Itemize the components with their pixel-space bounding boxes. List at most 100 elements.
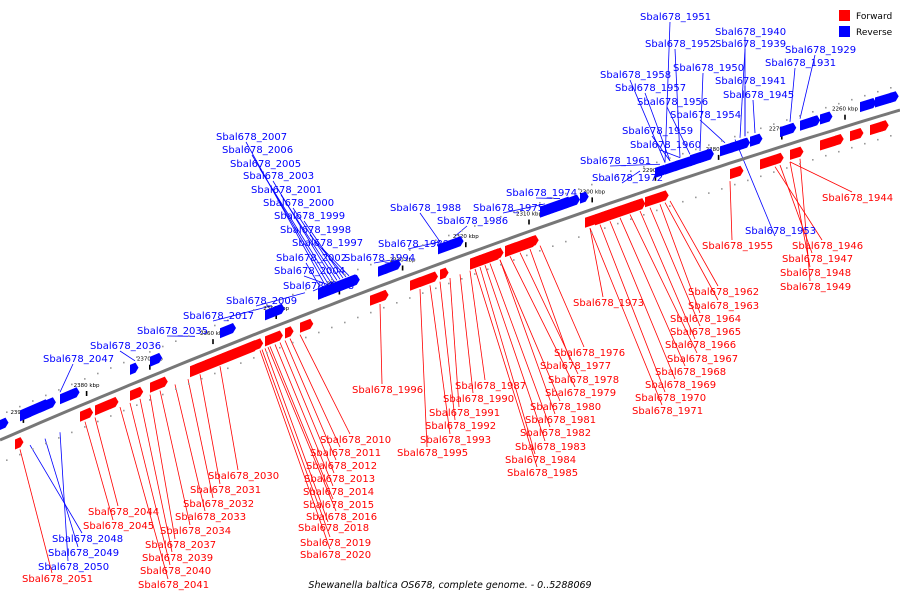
gene-label[interactable]: Sbal678_1940 <box>715 27 786 38</box>
gene-label[interactable]: Sbal678_2009 <box>226 296 297 307</box>
gene-label[interactable]: Sbal678_1931 <box>765 58 836 69</box>
gene-label[interactable]: Sbal678_1981 <box>525 415 596 426</box>
gene-label[interactable]: Sbal678_1992 <box>425 421 496 432</box>
reverse-gene-arrow[interactable] <box>60 387 80 405</box>
gene-label[interactable]: Sbal678_1980 <box>530 402 601 413</box>
forward-gene-arrow[interactable] <box>820 135 839 151</box>
forward-gene-arrow[interactable] <box>150 376 168 393</box>
forward-gene-arrow[interactable] <box>850 128 864 142</box>
gene-label[interactable]: Sbal678_1975 <box>473 203 544 214</box>
forward-gene-arrow[interactable] <box>660 190 669 203</box>
reverse-gene-arrow[interactable] <box>780 122 797 138</box>
reverse-gene-arrow[interactable] <box>740 138 749 150</box>
reverse-gene-arrow[interactable] <box>0 417 9 430</box>
gene-label[interactable]: Sbal678_2013 <box>304 474 375 485</box>
forward-gene-arrow[interactable] <box>835 134 844 146</box>
gene-label[interactable]: Sbal678_1956 <box>637 97 708 108</box>
reverse-gene-arrow[interactable] <box>220 323 236 339</box>
forward-gene-arrow[interactable] <box>285 326 294 339</box>
reverse-gene-arrow[interactable] <box>150 352 163 367</box>
gene-label[interactable]: Sbal678_2039 <box>142 553 213 564</box>
reverse-gene-arrow[interactable] <box>820 111 833 125</box>
gene-label[interactable]: Sbal678_2030 <box>208 471 279 482</box>
gene-label[interactable]: Sbal678_2033 <box>175 512 246 523</box>
forward-gene-arrow[interactable] <box>440 267 449 280</box>
gene-label[interactable]: Sbal678_2041 <box>138 580 209 591</box>
gene-label[interactable]: Sbal678_1963 <box>688 301 759 312</box>
gene-label[interactable]: Sbal678_1929 <box>785 45 856 56</box>
gene-label[interactable]: Sbal678_1987 <box>455 381 526 392</box>
gene-label[interactable]: Sbal678_1957 <box>615 83 686 94</box>
forward-gene-arrow[interactable] <box>410 276 424 291</box>
gene-label[interactable]: Sbal678_1941 <box>715 76 786 87</box>
gene-label[interactable]: Sbal678_1962 <box>688 287 759 298</box>
gene-label[interactable]: Sbal678_1945 <box>723 90 794 101</box>
gene-label[interactable]: Sbal678_1944 <box>822 193 893 204</box>
reverse-gene-arrow[interactable] <box>318 274 359 300</box>
reverse-gene-arrow[interactable] <box>265 303 285 321</box>
gene-label[interactable]: Sbal678_1985 <box>507 468 578 479</box>
reverse-gene-arrow[interactable] <box>20 399 49 422</box>
gene-label[interactable]: Sbal678_2004 <box>274 266 345 277</box>
reverse-gene-arrow[interactable] <box>580 191 589 204</box>
forward-gene-arrow[interactable] <box>300 318 314 333</box>
reverse-gene-arrow[interactable] <box>690 148 714 167</box>
forward-gene-arrow[interactable] <box>595 198 646 226</box>
forward-gene-arrow[interactable] <box>420 271 438 288</box>
gene-label[interactable]: Sbal678_2010 <box>320 435 391 446</box>
gene-label[interactable]: Sbal678_2005 <box>230 159 301 170</box>
gene-label[interactable]: Sbal678_1970 <box>635 393 706 404</box>
reverse-gene-arrow[interactable] <box>655 164 668 178</box>
gene-label[interactable]: Sbal678_1966 <box>665 340 736 351</box>
gene-label[interactable]: Sbal678_1978 <box>548 375 619 386</box>
gene-label[interactable]: Sbal678_1994 <box>344 253 415 264</box>
forward-gene-arrow[interactable] <box>505 235 537 258</box>
forward-gene-arrow[interactable] <box>15 437 24 450</box>
forward-gene-arrow[interactable] <box>470 248 502 270</box>
gene-label[interactable]: Sbal678_1982 <box>520 428 591 439</box>
reverse-gene-arrow[interactable] <box>540 196 572 218</box>
gene-label[interactable]: Sbal678_2045 <box>83 521 154 532</box>
reverse-gene-arrow[interactable] <box>385 259 402 275</box>
reverse-gene-arrow[interactable] <box>438 238 458 255</box>
gene-label[interactable]: Sbal678_1999 <box>274 211 345 222</box>
reverse-gene-arrow[interactable] <box>810 115 819 128</box>
gene-label[interactable]: Sbal678_1955 <box>702 241 773 252</box>
gene-label[interactable]: Sbal678_1960 <box>630 140 701 151</box>
gene-label[interactable]: Sbal678_2011 <box>310 448 381 459</box>
gene-label[interactable]: Sbal678_1951 <box>640 12 711 23</box>
gene-label[interactable]: Sbal678_2007 <box>216 132 287 143</box>
gene-label[interactable]: Sbal678_2000 <box>263 198 334 209</box>
gene-label[interactable]: Sbal678_1998 <box>280 225 351 236</box>
gene-label[interactable]: Sbal678_1995 <box>397 448 468 459</box>
gene-label[interactable]: Sbal678_1950 <box>673 63 744 74</box>
forward-gene-arrow[interactable] <box>775 152 784 165</box>
forward-gene-arrow[interactable] <box>790 146 804 160</box>
gene-label[interactable]: Sbal678_1997 <box>292 238 363 249</box>
forward-gene-arrow[interactable] <box>645 192 664 208</box>
reverse-gene-arrow[interactable] <box>130 362 139 375</box>
gene-label[interactable]: Sbal678_2020 <box>300 550 371 561</box>
gene-label[interactable]: Sbal678_1965 <box>670 327 741 338</box>
gene-label[interactable]: Sbal678_2014 <box>303 487 374 498</box>
gene-label[interactable]: Sbal678_2003 <box>243 171 314 182</box>
gene-label[interactable]: Sbal678_1968 <box>655 367 726 378</box>
gene-label[interactable]: Sbal678_1939 <box>715 39 786 50</box>
gene-label[interactable]: Sbal678_1954 <box>670 110 741 121</box>
gene-label[interactable]: Sbal678_2015 <box>303 500 374 511</box>
gene-label[interactable]: Sbal678_1958 <box>600 70 671 81</box>
gene-label[interactable]: Sbal678_1947 <box>782 254 853 265</box>
gene-label[interactable]: Sbal678_1977 <box>540 361 611 372</box>
gene-label[interactable]: Sbal678_2036 <box>90 341 161 352</box>
gene-label[interactable]: Sbal678_1952 <box>645 39 716 50</box>
forward-gene-arrow[interactable] <box>380 289 389 302</box>
gene-label[interactable]: Sbal678_2012 <box>306 461 377 472</box>
gene-label[interactable]: Sbal678_2040 <box>140 566 211 577</box>
gene-label[interactable]: Sbal678_2031 <box>190 485 261 496</box>
gene-label[interactable]: Sbal678_1988 <box>390 203 461 214</box>
forward-gene-arrow[interactable] <box>130 386 144 401</box>
gene-label[interactable]: Sbal678_1964 <box>670 314 741 325</box>
gene-label[interactable]: Sbal678_1996 <box>352 385 423 396</box>
gene-label[interactable]: Sbal678_2048 <box>52 534 123 545</box>
forward-gene-arrow[interactable] <box>95 399 113 416</box>
